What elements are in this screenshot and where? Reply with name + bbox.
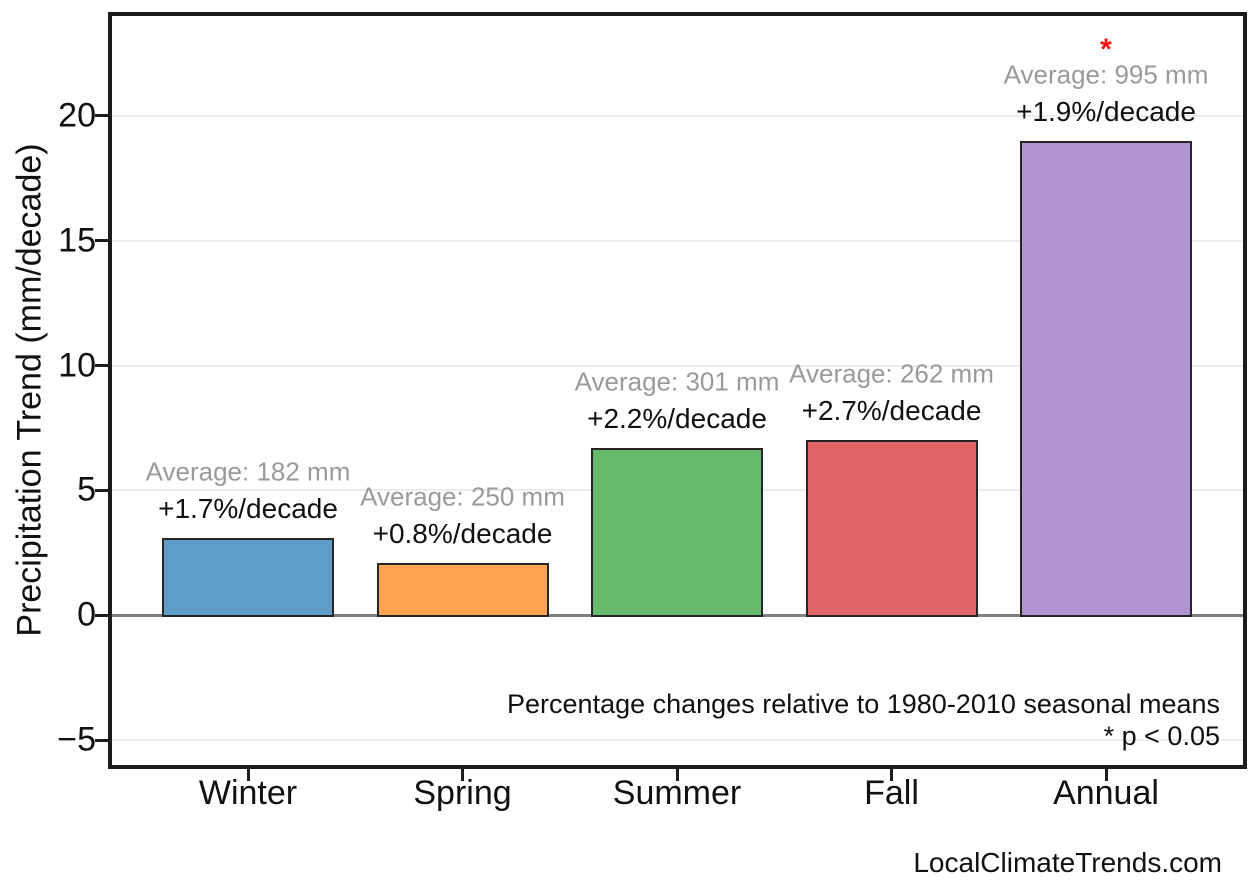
bar-fall — [805, 440, 978, 617]
x-tick-mark-annual — [1104, 769, 1108, 781]
bar-pct-label-winter: +1.7%/decade — [158, 492, 338, 524]
bar-pct-label-spring: +0.8%/decade — [372, 517, 553, 549]
y-gridline — [112, 114, 1243, 117]
significance-asterisk-annual: * — [1100, 32, 1112, 66]
y-gridline — [112, 239, 1243, 242]
y-tick-label: 5 — [77, 470, 96, 509]
y-gridline — [112, 364, 1243, 367]
annotation-block: Percentage changes relative to 1980-2010… — [507, 688, 1220, 752]
bar-pct-label-summer: +2.2%/decade — [587, 402, 767, 434]
bar-avg-label-fall: Average: 262 mm — [789, 358, 994, 389]
y-tick-label: 0 — [77, 595, 96, 634]
y-tick-label: 10 — [58, 346, 96, 385]
x-tick-label-winter: Winter — [198, 774, 298, 812]
bar-winter — [162, 537, 334, 617]
y-tick-mark — [95, 613, 108, 617]
annotation-line-1: Percentage changes relative to 1980-2010… — [507, 689, 1220, 719]
y-gridline — [112, 739, 1243, 742]
bar-avg-label-spring: Average: 250 mm — [360, 481, 565, 512]
bar-avg-label-winter: Average: 182 mm — [145, 456, 351, 487]
y-tick-label: −5 — [57, 720, 96, 759]
plot-area: 20 15 10 5 0 −5 Average: 182 mm +1.7%/decade Win… — [57, 12, 1247, 812]
bar-avg-label-annual: Average: 995 mm — [1003, 59, 1209, 90]
y-tick-mark — [95, 738, 108, 742]
bar-pct-label-annual: +1.9%/decade — [1016, 95, 1196, 127]
bar-pct-label-fall: +2.7%/decade — [801, 395, 982, 427]
y-tick-mark — [95, 364, 108, 368]
watermark: LocalClimateTrends.com — [913, 847, 1222, 878]
y-tick-label: 20 — [58, 96, 96, 135]
bar-avg-label-summer: Average: 301 mm — [574, 366, 780, 397]
y-tick-mark — [95, 114, 108, 118]
x-tick-label-fall: Fall — [864, 774, 919, 812]
bar-annual — [1020, 140, 1192, 617]
y-axis-title: Precipitation Trend (mm/decade) — [10, 143, 49, 637]
x-tick-label-summer: Summer — [612, 774, 742, 812]
y-tick-mark — [95, 239, 108, 243]
y-tick-label: 15 — [58, 221, 96, 260]
x-tick-mark-summer — [675, 769, 679, 781]
x-tick-mark-spring — [461, 769, 464, 781]
x-tick-mark-fall — [890, 769, 893, 781]
bar-summer — [591, 447, 763, 617]
y-tick-mark — [95, 488, 108, 492]
x-tick-label-annual: Annual — [1053, 774, 1159, 812]
x-tick-label-spring: Spring — [413, 774, 512, 812]
annotation-line-2: * p < 0.05 — [1103, 721, 1220, 751]
bar-spring — [376, 562, 549, 617]
x-tick-mark-winter — [246, 769, 250, 781]
